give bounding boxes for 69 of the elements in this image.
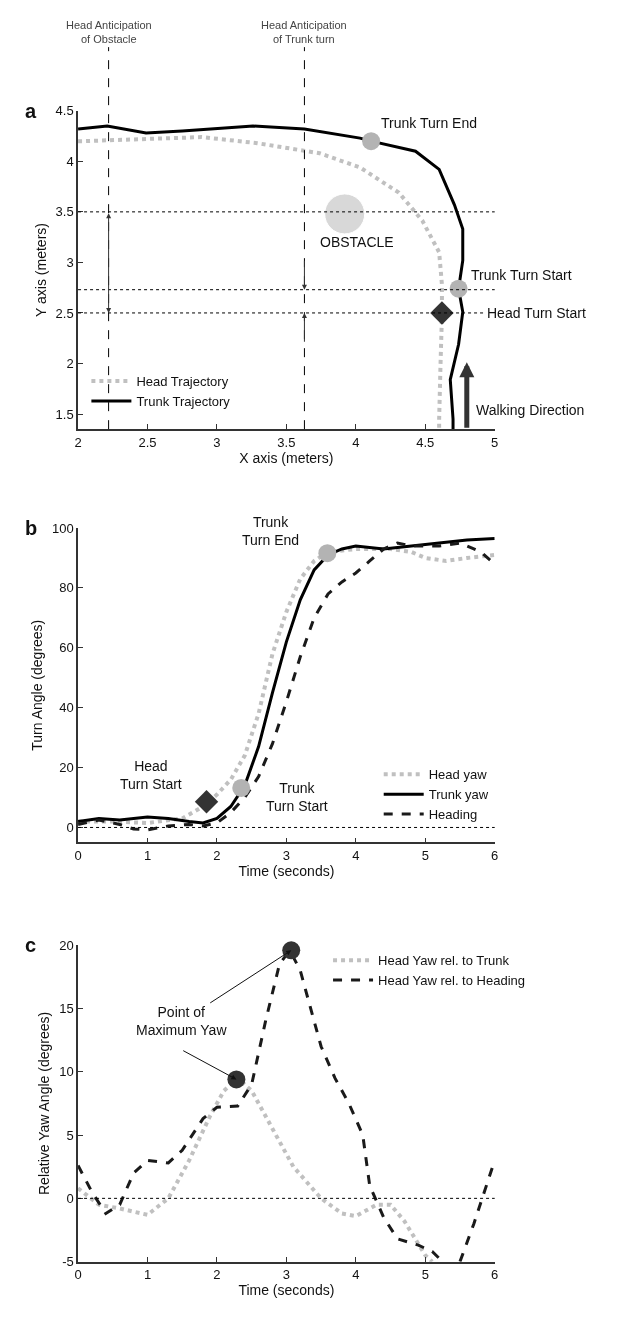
point [449, 279, 468, 298]
point [232, 778, 251, 797]
ref-line-label: Head Turn Start [487, 305, 586, 321]
x-tick-label: 6 [491, 1266, 499, 1282]
x-axis-title: Time (seconds) [238, 862, 335, 879]
y-tick-label: 0 [66, 820, 74, 836]
chart-title: b [25, 517, 38, 539]
legend-label: Head yaw [428, 767, 488, 783]
x-tick-label: 2 [213, 847, 221, 863]
y-tick-label: 60 [59, 640, 74, 656]
x-tick-label: 1 [143, 1266, 152, 1282]
x-tick-label: 5 [491, 434, 499, 450]
annotation: Point of Maximum Yaw [136, 1004, 228, 1039]
x-tick-label: 3 [213, 434, 221, 450]
x-tick-label: 4.5 [416, 434, 435, 450]
x-tick-label: 5 [421, 1266, 429, 1282]
y-tick-label: 20 [59, 937, 74, 953]
x-tick-label: 2.5 [138, 434, 157, 450]
legend-label: Head Trajectory [136, 374, 229, 390]
y-tick-label: 15 [59, 1001, 74, 1017]
chart-title: c [25, 934, 37, 956]
y-tick-label: 3.5 [55, 204, 74, 220]
x-axis-title: Time (seconds) [238, 1281, 335, 1298]
legend-label: Trunk yaw [428, 787, 489, 803]
y-tick-label: 2 [66, 356, 74, 372]
legend-label: Trunk Trajectory [136, 393, 231, 409]
y-tick-label: 20 [59, 760, 74, 776]
annotation: Trunk Turn End [242, 514, 300, 549]
y-axis-title: Relative Yaw Angle (degrees) [36, 1011, 53, 1196]
annotation: Trunk Turn Start [471, 267, 572, 283]
y-tick-label: 80 [59, 580, 74, 596]
point [318, 544, 337, 563]
y-axis-title: Y axis (meters) [32, 223, 49, 317]
y-axis-title: Turn Angle (degrees) [29, 619, 46, 751]
point [362, 132, 381, 151]
y-tick-label: 0 [66, 1190, 74, 1206]
x-axis-title: X axis (meters) [239, 449, 334, 466]
y-tick-label: 3 [66, 254, 74, 270]
annotation: Head Turn Start [120, 758, 182, 793]
x-tick-label: 4 [352, 434, 360, 450]
x-tick-label: 3.5 [277, 434, 296, 450]
annotation: Trunk Turn End [381, 115, 477, 131]
x-tick-label: 4 [352, 1266, 360, 1282]
point [194, 790, 219, 814]
legend-label: Heading [428, 807, 478, 823]
y-tick-label: 1.5 [55, 406, 74, 422]
y-tick-label: -5 [62, 1254, 74, 1270]
y-tick-label: 2.5 [55, 305, 74, 321]
x-tick-label: 5 [421, 847, 429, 863]
annotation: Trunk Turn Start [266, 780, 328, 815]
legend-label: Head Yaw rel. to Trunk [378, 953, 510, 969]
ref-line-label: Head Anticipation of Trunk turn [261, 19, 347, 46]
x-tick-label: 1 [143, 847, 152, 863]
x-tick-label: 3 [282, 1266, 290, 1282]
x-tick-label: 3 [282, 847, 290, 863]
x-tick-label: 4 [352, 847, 360, 863]
x-tick-label: 6 [491, 847, 499, 863]
legend-label: Head Yaw rel. to Heading [378, 973, 525, 989]
ref-line-label: Head Anticipation of Obstacle [66, 19, 152, 46]
y-tick-label: 4.5 [55, 103, 74, 119]
y-tick-label: 10 [59, 1064, 74, 1080]
y-tick-label: 100 [52, 520, 74, 536]
annotation: Walking Direction [476, 402, 585, 418]
y-tick-label: 5 [66, 1127, 74, 1143]
annotation: OBSTACLE [320, 234, 394, 250]
x-tick-label: 2 [213, 1266, 221, 1282]
chart-title: a [25, 100, 37, 122]
y-tick-label: 4 [66, 153, 74, 169]
y-tick-label: 40 [59, 700, 74, 716]
